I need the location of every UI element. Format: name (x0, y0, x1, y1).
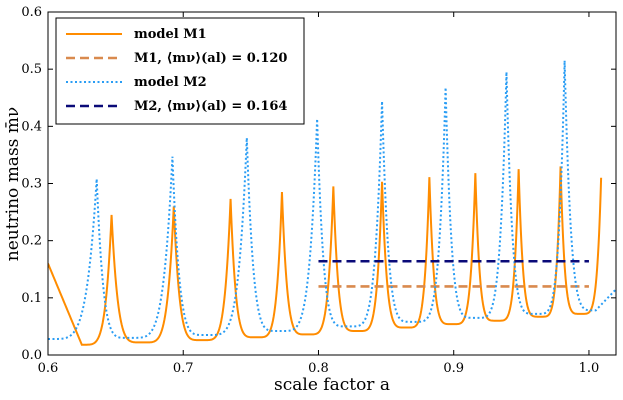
series-1-line (48, 166, 603, 346)
x-tick-label: 0.8 (308, 361, 329, 376)
legend-label-m1-mean: M1, ⟨mν⟩(al) = 0.120 (134, 51, 287, 66)
x-tick-label: 0.9 (443, 361, 464, 376)
x-tick-label: 0.6 (38, 361, 59, 376)
y-tick-label: 0.0 (21, 348, 42, 363)
x-tick-label: 0.7 (173, 361, 194, 376)
series-3-line (48, 60, 616, 340)
x-axis-label: scale factor a (274, 375, 390, 395)
y-tick-label: 0.5 (21, 62, 42, 77)
y-tick-label: 0.2 (21, 234, 42, 249)
y-tick-label: 0.3 (21, 177, 42, 192)
legend-label-m1: model M1 (134, 27, 207, 42)
y-tick-label: 0.4 (21, 119, 42, 134)
ticks-layer: 0.6 0.7 0.8 0.9 1.0 0.0 0.1 0.2 0.3 0.4 0.5 0.6 (21, 5, 616, 376)
y-tick-label: 0.1 (21, 291, 42, 306)
legend-label-m2: model M2 (134, 75, 207, 90)
y-tick-label: 0.6 (21, 5, 42, 20)
legend: model M1 M1, ⟨mν⟩(al) = 0.120 model M2 M… (55, 17, 305, 125)
y-axis-label: neutrino mass m̄ν (3, 107, 23, 262)
series-layer (48, 60, 616, 346)
legend-label-m2-mean: M2, ⟨mν⟩(al) = 0.164 (134, 99, 287, 114)
x-tick-label: 1.0 (579, 361, 600, 376)
